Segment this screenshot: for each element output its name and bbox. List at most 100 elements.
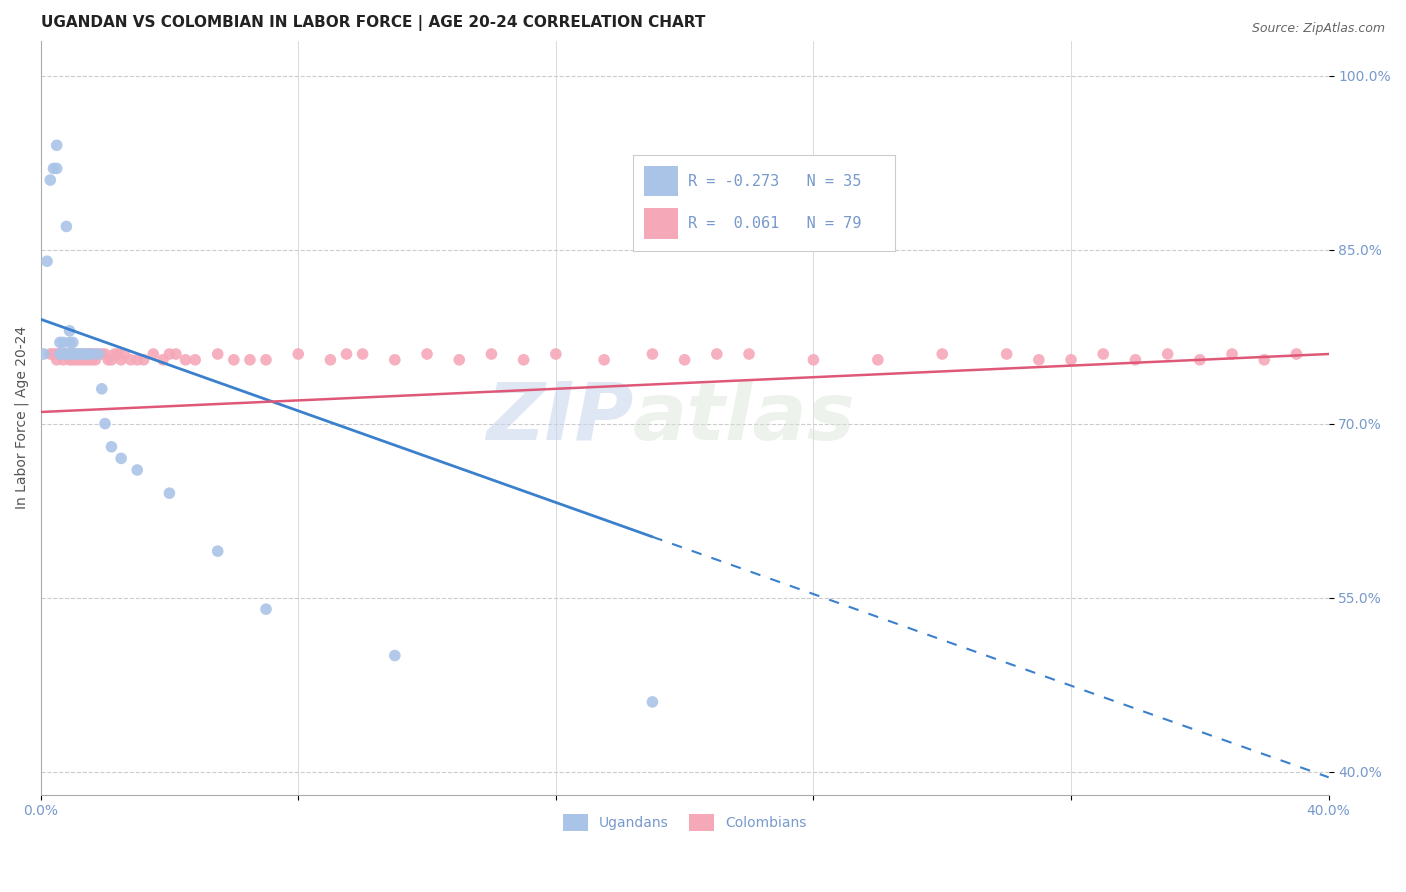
Point — [62, 335, 84, 350]
Point — [49, 347, 72, 361]
Point — [110, 451, 132, 466]
Point — [481, 347, 503, 361]
Point — [593, 352, 616, 367]
Point — [132, 352, 155, 367]
Point — [1060, 352, 1083, 367]
Point — [287, 347, 309, 361]
Point — [222, 352, 245, 367]
Point — [738, 347, 761, 361]
Point — [72, 352, 94, 367]
Point — [165, 347, 187, 361]
Point — [65, 347, 87, 361]
Point — [39, 347, 62, 361]
Point — [641, 347, 664, 361]
Point — [207, 347, 229, 361]
Point — [803, 352, 825, 367]
Point — [544, 347, 567, 361]
Point — [55, 219, 77, 234]
Point — [1220, 347, 1243, 361]
Point — [52, 347, 75, 361]
Point — [62, 347, 84, 361]
Point — [45, 347, 67, 361]
Point — [1028, 352, 1050, 367]
Point — [67, 347, 90, 361]
Point — [1188, 352, 1211, 367]
Point — [384, 352, 406, 367]
Point — [110, 352, 132, 367]
Point — [49, 335, 72, 350]
Point — [67, 347, 90, 361]
Point — [866, 352, 889, 367]
Point — [254, 602, 277, 616]
Point — [87, 347, 110, 361]
Point — [673, 352, 696, 367]
Point — [65, 347, 87, 361]
Point — [55, 347, 77, 361]
Point — [72, 347, 94, 361]
Point — [62, 347, 84, 361]
Point — [931, 347, 953, 361]
Text: UGANDAN VS COLOMBIAN IN LABOR FORCE | AGE 20-24 CORRELATION CHART: UGANDAN VS COLOMBIAN IN LABOR FORCE | AG… — [41, 15, 704, 31]
Point — [65, 347, 87, 361]
Point — [995, 347, 1018, 361]
Point — [100, 352, 122, 367]
Point — [55, 347, 77, 361]
Point — [174, 352, 197, 367]
Point — [82, 347, 104, 361]
Point — [77, 347, 100, 361]
Point — [157, 486, 180, 500]
Point — [58, 352, 80, 367]
Text: R =  0.061   N = 79: R = 0.061 N = 79 — [689, 216, 862, 231]
Legend: Ugandans, Colombians: Ugandans, Colombians — [557, 809, 813, 837]
Point — [72, 347, 94, 361]
Point — [90, 347, 112, 361]
Y-axis label: In Labor Force | Age 20-24: In Labor Force | Age 20-24 — [15, 326, 30, 509]
Point — [416, 347, 439, 361]
Point — [384, 648, 406, 663]
Text: atlas: atlas — [633, 379, 856, 457]
Point — [207, 544, 229, 558]
Point — [32, 347, 55, 361]
Point — [107, 347, 129, 361]
Point — [239, 352, 262, 367]
Text: ZIP: ZIP — [485, 379, 633, 457]
Point — [1156, 347, 1178, 361]
Point — [1285, 347, 1308, 361]
Point — [49, 347, 72, 361]
Bar — [644, 208, 678, 239]
Point — [335, 347, 357, 361]
Point — [58, 347, 80, 361]
Point — [1092, 347, 1115, 361]
Point — [42, 161, 65, 176]
Point — [45, 138, 67, 153]
Point — [94, 347, 117, 361]
Point — [97, 352, 120, 367]
Point — [254, 352, 277, 367]
Point — [35, 254, 58, 268]
Point — [1125, 352, 1147, 367]
Point — [157, 347, 180, 361]
Point — [49, 347, 72, 361]
Bar — [644, 166, 678, 196]
Point — [45, 161, 67, 176]
Point — [52, 347, 75, 361]
Point — [62, 347, 84, 361]
Point — [641, 695, 664, 709]
Point — [62, 352, 84, 367]
Point — [65, 352, 87, 367]
Point — [319, 352, 342, 367]
Point — [45, 352, 67, 367]
Point — [512, 352, 534, 367]
Point — [52, 335, 75, 350]
Point — [142, 347, 165, 361]
Text: R = -0.273   N = 35: R = -0.273 N = 35 — [689, 174, 862, 188]
Point — [75, 352, 97, 367]
Point — [84, 352, 107, 367]
Point — [449, 352, 471, 367]
Point — [39, 173, 62, 187]
Point — [1253, 352, 1275, 367]
Point — [58, 324, 80, 338]
Point — [77, 347, 100, 361]
Point — [112, 347, 135, 361]
Point — [55, 347, 77, 361]
